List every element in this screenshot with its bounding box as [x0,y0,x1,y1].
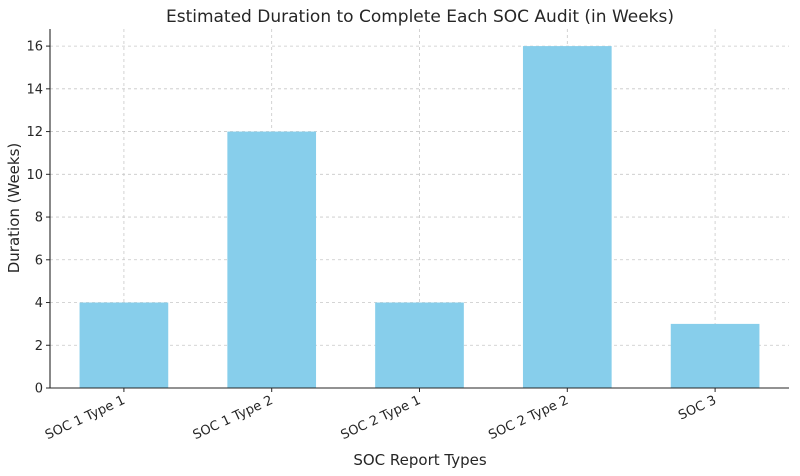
y-tick-label: 16 [26,40,43,55]
y-axis-label: Duration (Weeks) [5,143,23,274]
bars [79,46,760,389]
y-tick-label: 12 [26,125,43,140]
bar [522,46,612,388]
x-tick-label: SOC 2 Type 1 [339,393,424,443]
x-tick-label: SOC 2 Type 2 [486,393,571,443]
y-tick-label: 4 [35,296,43,311]
x-tick-label: SOC 1 Type 2 [191,393,276,443]
bar [670,323,760,388]
y-tick-label: 0 [35,382,43,397]
x-ticks: SOC 1 Type 1 SOC 1 Type 2 SOC 2 Type 1 SOC … [43,388,719,443]
y-tick-label: 8 [35,211,43,226]
bar [79,302,169,388]
y-tick-label: 6 [35,253,43,268]
y-tick-label: 2 [35,339,43,354]
bar [375,302,464,388]
y-tick-label: 10 [26,168,43,183]
y-tick-label: 14 [26,82,43,97]
bar [227,131,317,389]
chart-title: Estimated Duration to Complete Each SOC … [166,7,674,27]
x-tick-label: SOC 1 Type 1 [43,393,128,443]
y-ticks: 0 2 4 6 8 10 12 14 16 [26,40,50,397]
x-tick-label: SOC 3 [676,393,719,423]
x-axis-label: SOC Report Types [353,451,487,469]
